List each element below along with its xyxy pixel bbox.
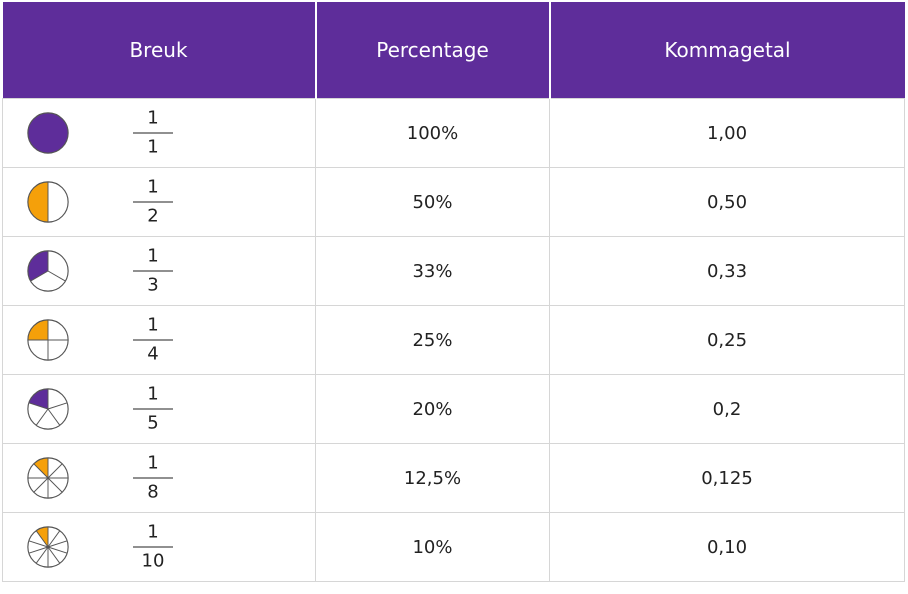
percentage-cell: 50% [315,167,550,237]
fraction-numerator: 1 [147,107,159,129]
pie-filled-slice [27,112,69,154]
percentage-cell: 100% [315,98,550,168]
pie-outline [27,250,69,292]
fraction-numerator: 1 [147,521,159,543]
percentage-cell: 12,5% [315,443,550,513]
pie-icon [27,181,69,223]
fraction-denominator: 1 [147,136,159,158]
pie-icon [27,250,69,292]
pie-divider [47,546,68,554]
header-breuk: Breuk [2,2,317,99]
decimal-cell: 0,50 [549,167,905,237]
fraction-bar [133,201,173,203]
pie-outline [27,181,69,223]
decimal-cell: 0,25 [549,305,905,375]
pie-divider [47,540,68,548]
table-header: Breuk Percentage Kommagetal [2,2,905,99]
fraction-numerator: 1 [147,314,159,336]
fraction-denominator: 2 [147,205,159,227]
fraction-numerator: 1 [147,245,159,267]
pie-icon [27,319,69,361]
pie-divider [28,540,49,548]
pie-outline [27,388,69,430]
pie-divider [35,408,49,426]
fraction-numerator: 1 [147,452,159,474]
pie-divider [47,408,61,426]
pie-icon [27,526,69,568]
percentage-cell: 25% [315,305,550,375]
fraction-bar [133,408,173,410]
pie-divider [47,463,63,479]
decimal-cell: 0,33 [549,236,905,306]
pie-outline [27,526,69,568]
decimal-cell: 0,10 [549,512,905,582]
table-row: 1 2 50% 0,50 [2,167,905,237]
breuk-cell: 1 10 [2,512,316,582]
fraction-denominator: 4 [147,343,159,365]
header-percentage: Percentage [315,2,551,99]
pie-filled-slice [27,319,48,340]
fraction-bar [133,132,173,134]
pie-divider [47,270,66,282]
pie-divider [35,530,49,548]
header-kommagetal: Kommagetal [549,2,905,99]
table-row: 1 3 33% 0,33 [2,236,905,306]
pie-icon [27,388,69,430]
table-row: 1 1 100% 1,00 [2,98,905,168]
percentage-cell: 33% [315,236,550,306]
fraction-table: Breuk Percentage Kommagetal 1 1 100% 1,00 1 2… [2,2,905,582]
pie-divider [33,477,49,493]
pie-divider [47,477,63,493]
fraction-bar [133,477,173,479]
pie-outline [27,457,69,499]
table-row: 1 4 25% 0,25 [2,305,905,375]
pie-filled-slice [33,457,48,478]
pie-filled-slice [27,181,48,223]
pie-icon [27,112,69,154]
fraction-denominator: 10 [141,550,165,572]
percentage-cell: 20% [315,374,550,444]
pie-divider [47,546,61,564]
decimal-cell: 1,00 [549,98,905,168]
percentage-cell: 10% [315,512,550,582]
fraction-denominator: 5 [147,412,159,434]
pie-divider [47,402,68,410]
fraction-numerator: 1 [147,383,159,405]
fraction-bar [133,339,173,341]
fraction: 1 10 [133,521,173,574]
pie-divider [28,546,49,554]
fraction-denominator: 8 [147,481,159,503]
fraction-table-container: Breuk Percentage Kommagetal 1 1 100% 1,00 1 2… [2,2,905,582]
table-row: 1 10 10% 0,10 [2,512,905,582]
pie-icon [27,457,69,499]
fraction-bar [133,270,173,272]
pie-divider [30,270,49,282]
decimal-cell: 0,2 [549,374,905,444]
table-row: 1 8 12,5% 0,125 [2,443,905,513]
pie-divider [47,530,61,548]
fraction-denominator: 3 [147,274,159,296]
table-row: 1 5 20% 0,2 [2,374,905,444]
pie-divider [35,546,49,564]
table-body: 1 1 100% 1,00 1 2 50% 0,50 1 3 33% 0,33 1 4 25% 0,25 1 5 2… [2,98,905,582]
fraction-numerator: 1 [147,176,159,198]
pie-divider [33,463,49,479]
decimal-cell: 0,125 [549,443,905,513]
pie-filled-slice [36,526,48,547]
pie-outline [27,319,69,361]
pie-divider [28,402,49,410]
fraction-bar [133,546,173,548]
